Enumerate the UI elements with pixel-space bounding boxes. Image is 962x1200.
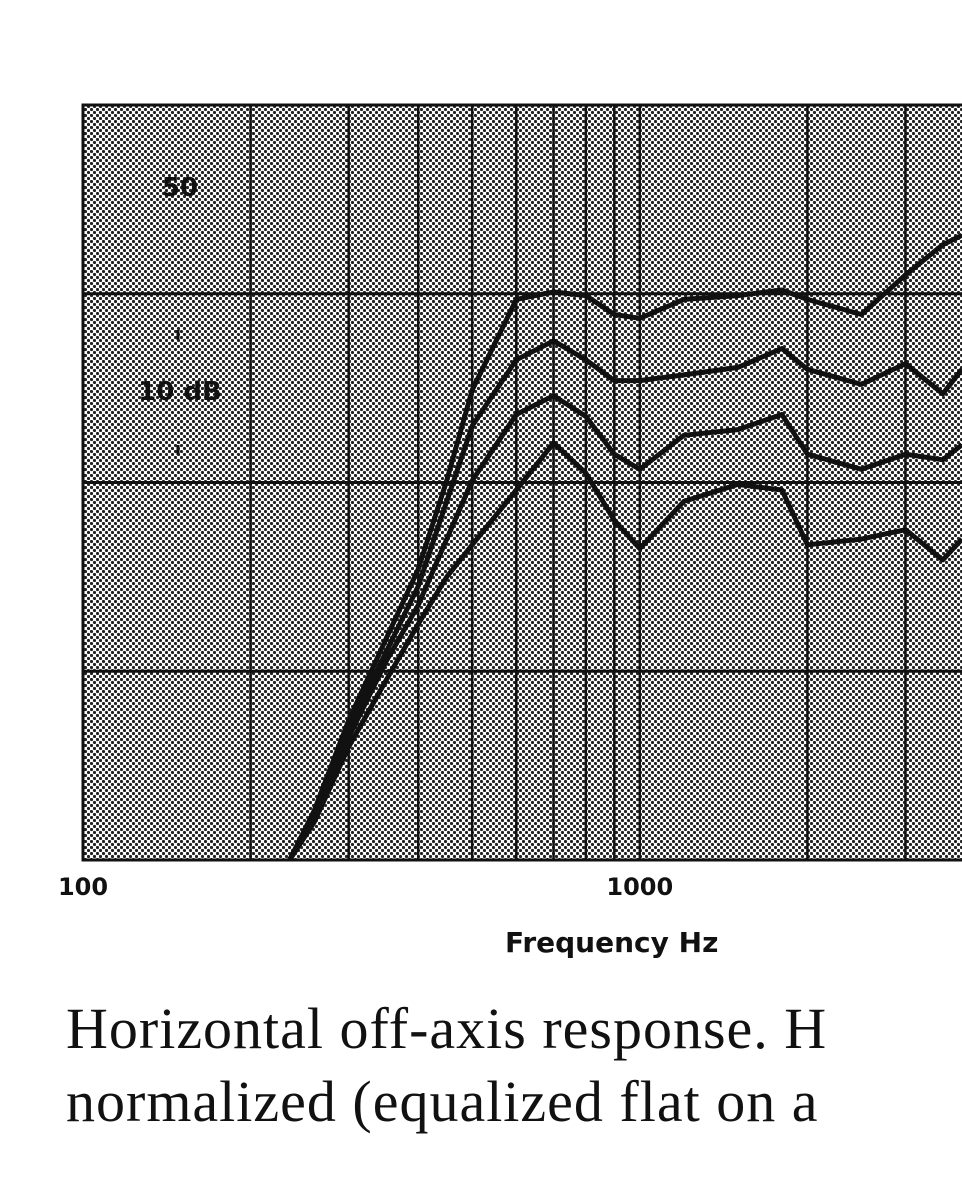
- chart: 50 10 dB Frequency Hz 100 1000: [58, 103, 962, 959]
- annotation: 10 dB: [138, 377, 222, 407]
- series-line: [287, 338, 962, 862]
- x-tick-label: 1000: [606, 873, 673, 901]
- x-tick-label: 100: [58, 873, 108, 901]
- caption-line: normalized (equalized flat on a: [66, 1069, 819, 1134]
- series-line: [287, 232, 962, 862]
- annotation: 50: [162, 173, 198, 203]
- series-line: [287, 440, 962, 862]
- x-axis-label: Frequency Hz: [505, 926, 718, 959]
- caption-line: Horizontal off-axis response. H: [66, 996, 828, 1061]
- series-line: [287, 393, 962, 862]
